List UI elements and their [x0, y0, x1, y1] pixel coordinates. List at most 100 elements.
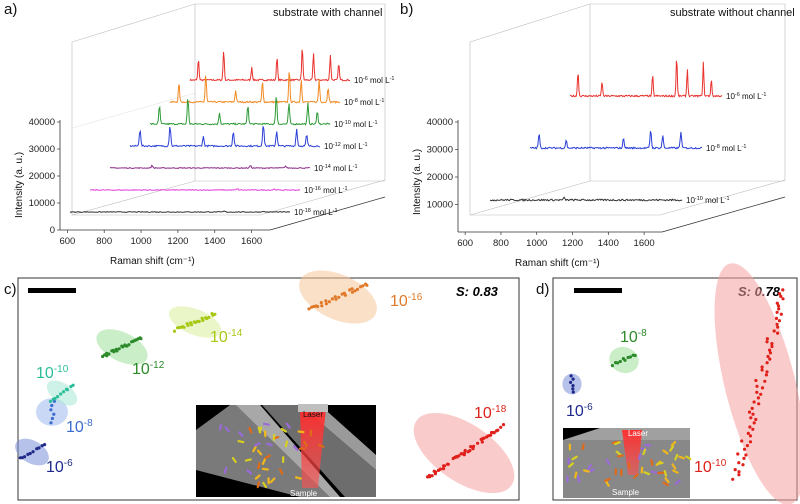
nanorod-c-16: [267, 477, 270, 485]
cluster-glow-c-1: [36, 398, 68, 426]
nanorod-d-2: [685, 455, 692, 461]
cluster-point-d-2-42: [752, 421, 756, 425]
cluster-point-d-2-13: [772, 329, 776, 333]
panel-label-a: a): [4, 1, 17, 18]
cluster-point-d-2-38: [747, 410, 752, 414]
nanorod-c-34: [237, 440, 245, 444]
cluster-point-c-6-43: [426, 475, 430, 479]
nanorod-d-33: [616, 454, 624, 458]
ytick-a-4: 40000: [29, 117, 55, 128]
nanorod-c-0: [254, 474, 261, 480]
cluster-c-3: 10-12: [96, 329, 165, 378]
nanorod-c-10: [272, 433, 276, 441]
cluster-point-c-5-7: [350, 287, 354, 291]
nanorod-d-35: [674, 479, 681, 485]
nanorod-d-17: [627, 462, 631, 470]
nanorod-c-28: [256, 449, 263, 456]
panel-a-xlabel: Raman shift (cm⁻¹): [110, 256, 195, 267]
cluster-point-d-2-51: [736, 452, 740, 456]
cluster-point-c-2-5: [59, 392, 63, 396]
nanorod-c-19: [262, 422, 270, 426]
nanorod-d-26: [615, 450, 622, 456]
cluster-point-d-2-7: [775, 310, 779, 314]
nanorod-c-31: [238, 431, 244, 438]
conc-label-a-0: 10-6 mol L-1: [354, 76, 394, 85]
xtick-a-3: 1200: [167, 236, 188, 247]
cluster-point-d-2-37: [750, 406, 754, 410]
nanorod-d-21: [604, 477, 611, 482]
spectrum-line-a-2: [150, 97, 331, 126]
cluster-point-d-2-18: [770, 344, 774, 349]
cluster-point-c-3-6: [130, 340, 134, 344]
cluster-point-c-6-24: [459, 452, 463, 456]
panel-b-ylabel: Intensity (a. u.): [412, 149, 423, 215]
cluster-point-c-6-29: [451, 456, 455, 461]
cluster-point-d-0-3: [571, 384, 575, 388]
cluster-point-d-2-40: [749, 416, 753, 420]
inset-c-sample-label: Sample: [290, 489, 318, 498]
nanorod-c-39: [223, 466, 228, 474]
cluster-point-d-2-17: [770, 342, 774, 346]
cluster-point-d-2-48: [748, 440, 753, 444]
cluster-point-c-6-14: [476, 441, 480, 445]
nanorod-d-5: [581, 443, 585, 451]
ytick-b-0: 10000: [427, 200, 453, 211]
cluster-point-d-2-28: [754, 378, 758, 383]
cluster-point-d-1-6: [618, 359, 622, 364]
cluster-point-d-2-1: [778, 292, 782, 296]
cluster-point-c-5-24: [310, 305, 314, 309]
nanorod-c-21: [279, 468, 284, 475]
cluster-point-d-2-9: [774, 316, 779, 320]
nanorod-d-1: [611, 440, 619, 445]
nanorod-c-27: [224, 426, 230, 433]
cluster-point-d-2-11: [775, 322, 779, 326]
cluster-point-d-2-44: [751, 427, 755, 431]
spectrum-line-a-4: [109, 164, 311, 170]
cluster-point-c-0-9: [18, 456, 22, 460]
cluster-point-d-2-33: [759, 392, 763, 396]
nanorod-d-15: [587, 463, 593, 471]
panel-c-scatter: S: 0.83 10-610-810-10 10-1210-1410-1610-1…: [15, 270, 520, 501]
xtick-b-2: 1000: [526, 238, 547, 249]
nanorod-c-24: [261, 458, 266, 465]
cluster-point-c-6-13: [479, 437, 483, 441]
nanorod-d-24: [670, 440, 677, 447]
cluster-d-1: 10-8: [609, 328, 647, 374]
cluster-point-d-2-5: [776, 304, 781, 308]
spectrum-line-b-2: [489, 196, 683, 202]
spectrum-line-b-0: [569, 60, 723, 99]
cluster-point-d-2-31: [760, 386, 765, 390]
cluster-point-c-4-7: [200, 316, 204, 320]
cluster-point-c-5-13: [334, 297, 338, 301]
conc-label-a-3: 10-12 mol L-1: [324, 142, 368, 151]
nanorod-c-22: [284, 440, 289, 448]
nanorod-d-29: [614, 468, 618, 476]
cluster-point-d-2-25: [760, 368, 764, 372]
cluster-point-c-0-4: [31, 450, 35, 454]
ytick-b-3: 40000: [427, 117, 453, 128]
nanorod-d-9: [632, 473, 639, 479]
cluster-point-d-0-2: [569, 380, 573, 384]
cluster-point-c-4-2: [210, 312, 214, 316]
nanorod-d-18: [568, 462, 574, 468]
spectrum-line-a-1: [169, 72, 341, 104]
conc-label-b-2: 10-10 mol L-1: [686, 196, 730, 205]
cluster-point-c-6-16: [472, 444, 476, 448]
cluster-point-d-2-22: [768, 357, 772, 361]
nanorod-c-35: [292, 444, 299, 451]
cluster-point-d-2-15: [765, 337, 770, 341]
xtick-a-2: 1000: [130, 236, 151, 247]
nanorod-c-13: [309, 429, 313, 437]
nanorod-d-41: [620, 468, 623, 476]
cluster-point-d-2-56: [733, 468, 737, 472]
inset-d-laser-label: Laser: [628, 429, 648, 438]
cluster-point-d-2-30: [755, 384, 759, 388]
nanorod-c-36: [261, 467, 269, 471]
cluster-point-d-2-32: [755, 390, 759, 394]
cluster-point-c-2-1: [69, 384, 73, 389]
cluster-point-d-2-2: [779, 294, 783, 298]
cluster-point-c-2-9: [48, 399, 53, 403]
cluster-point-d-1-5: [621, 357, 626, 361]
cluster-point-d-2-8: [779, 312, 783, 316]
ytick-a-2: 20000: [29, 171, 55, 182]
